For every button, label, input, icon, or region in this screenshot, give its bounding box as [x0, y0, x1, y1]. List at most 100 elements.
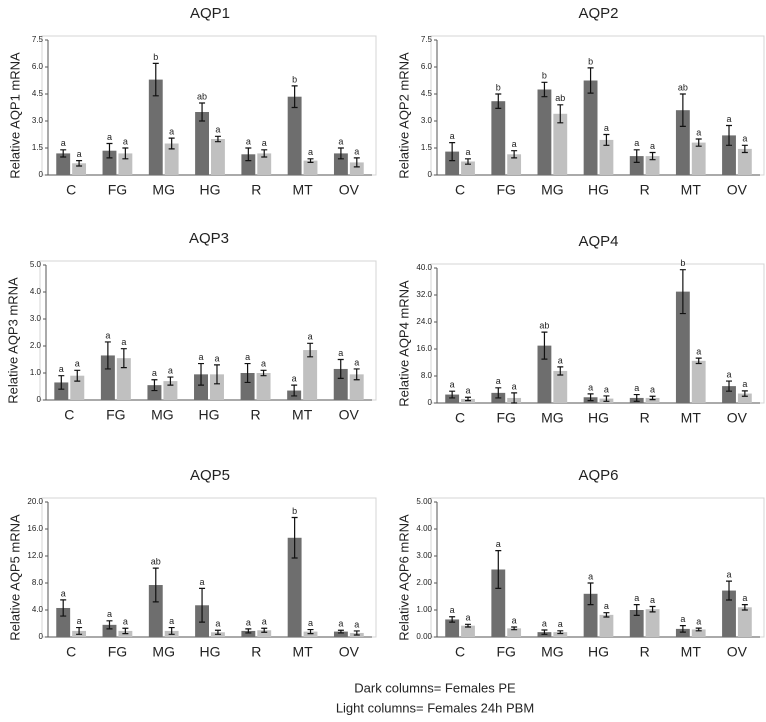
bar — [583, 80, 598, 175]
significance-letter: a — [292, 374, 297, 384]
significance-letter: a — [726, 369, 731, 379]
error-bar — [741, 604, 748, 611]
y-axis-label: Relative AQP6 mRNA — [396, 514, 411, 641]
significance-letter: a — [261, 359, 266, 369]
x-tick-label: MT — [292, 644, 313, 660]
error-bar — [76, 626, 83, 635]
error-bar — [495, 550, 502, 589]
bar — [56, 153, 71, 175]
significance-letter: a — [152, 368, 157, 378]
significance-letter: a — [354, 146, 359, 156]
bar — [163, 381, 178, 400]
y-tick-label: 4.0 — [32, 605, 44, 614]
significance-letter: b — [292, 74, 297, 84]
significance-letter: a — [512, 615, 517, 625]
x-tick-label: OV — [339, 644, 360, 660]
error-bar — [60, 149, 67, 158]
error-bar — [198, 362, 205, 386]
y-tick-label: 5.00 — [416, 497, 432, 506]
y-tick-label: 0 — [37, 395, 42, 404]
bar — [445, 394, 460, 403]
bar — [241, 154, 256, 175]
error-bar — [245, 628, 252, 634]
y-tick-label: 5.0 — [30, 260, 42, 269]
x-tick-label: C — [455, 644, 465, 660]
bar — [257, 153, 272, 175]
bar — [287, 96, 302, 175]
significance-letter: a — [61, 588, 66, 598]
bar — [349, 162, 364, 175]
bar — [210, 374, 224, 400]
x-tick-label: HG — [200, 644, 221, 660]
significance-letter: a — [465, 613, 470, 623]
x-tick-label: FG — [106, 407, 125, 423]
significance-letter: a — [650, 141, 655, 151]
bar — [164, 143, 179, 175]
significance-letter: a — [634, 593, 639, 603]
x-tick-label: FG — [496, 644, 515, 660]
x-tick-label: MG — [541, 410, 564, 426]
significance-letter: a — [450, 131, 455, 141]
significance-letter: a — [262, 617, 267, 627]
x-tick-label: MG — [151, 407, 174, 423]
error-bar — [541, 629, 548, 635]
y-tick-label: 32.0 — [416, 290, 432, 299]
bar — [691, 360, 706, 403]
x-tick-label: MG — [541, 644, 564, 660]
bar — [241, 630, 256, 637]
y-tick-label: 3.00 — [416, 551, 432, 560]
y-tick-label: 1.0 — [30, 368, 42, 377]
error-bar — [60, 599, 67, 617]
x-tick-label: OV — [727, 644, 748, 660]
error-bar — [587, 393, 594, 402]
significance-letter: a — [245, 352, 250, 362]
plot-frame — [430, 263, 765, 404]
x-tick-label: R — [640, 182, 650, 198]
y-tick-label: 8.0 — [421, 371, 433, 380]
significance-letter: a — [246, 136, 251, 146]
bar — [675, 628, 690, 637]
y-axis-label: Relative AQP3 mRNA — [5, 277, 20, 404]
error-bar — [353, 630, 360, 636]
significance-letter: ab — [555, 93, 565, 103]
significance-letter: a — [354, 619, 359, 629]
error-bar — [74, 369, 81, 382]
error-bar — [151, 379, 158, 392]
bar — [491, 569, 506, 637]
bar — [645, 397, 660, 403]
significance-letter: a — [214, 353, 219, 363]
x-tick-label: HG — [199, 407, 220, 423]
error-bar — [557, 104, 564, 124]
significance-letter: a — [354, 357, 359, 367]
error-bar — [741, 390, 748, 397]
significance-letter: a — [604, 123, 609, 133]
caption: Dark columns= Females PE — [354, 680, 516, 695]
error-bar — [679, 93, 686, 127]
x-tick-label: MT — [292, 407, 313, 423]
significance-letter: b — [496, 82, 501, 92]
x-tick-label: C — [455, 410, 465, 426]
x-tick-label: R — [251, 644, 261, 660]
error-bar — [261, 627, 268, 633]
error-bar — [541, 331, 548, 360]
error-bar — [58, 375, 65, 390]
bar — [461, 161, 475, 175]
x-tick-label: FG — [496, 182, 515, 198]
bar — [70, 375, 85, 400]
significance-letter: a — [558, 619, 563, 629]
bar — [629, 156, 644, 175]
bar — [148, 79, 163, 175]
y-tick-label: 7.5 — [421, 35, 433, 44]
error-bar — [261, 149, 268, 158]
significance-letter: a — [169, 616, 174, 626]
significance-letter: a — [604, 384, 609, 394]
significance-letter: b — [153, 52, 158, 62]
bar — [194, 374, 208, 400]
bar — [211, 139, 225, 175]
significance-letter: ab — [197, 91, 207, 101]
significance-letter: a — [338, 136, 343, 146]
bar — [645, 609, 660, 637]
significance-letter: a — [77, 616, 82, 626]
bar — [445, 619, 460, 637]
